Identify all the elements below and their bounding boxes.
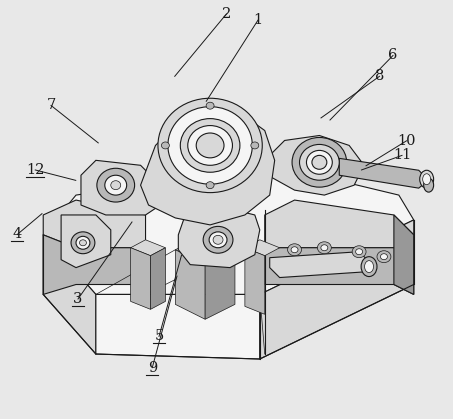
Ellipse shape — [161, 142, 169, 149]
Ellipse shape — [71, 232, 95, 254]
Ellipse shape — [203, 226, 233, 253]
Text: 5: 5 — [154, 329, 164, 344]
Ellipse shape — [97, 168, 135, 202]
Polygon shape — [61, 215, 111, 268]
Ellipse shape — [321, 245, 328, 251]
Polygon shape — [205, 250, 235, 319]
Polygon shape — [140, 111, 275, 225]
Text: 8: 8 — [375, 69, 384, 83]
Ellipse shape — [180, 119, 240, 172]
Ellipse shape — [352, 246, 366, 258]
Polygon shape — [81, 160, 160, 215]
Ellipse shape — [356, 249, 362, 255]
Polygon shape — [265, 200, 414, 260]
Ellipse shape — [381, 254, 387, 260]
Polygon shape — [43, 165, 414, 295]
Ellipse shape — [292, 137, 347, 187]
Polygon shape — [270, 252, 369, 277]
Ellipse shape — [206, 102, 214, 109]
Polygon shape — [175, 250, 205, 319]
Polygon shape — [43, 235, 145, 295]
Ellipse shape — [420, 170, 434, 188]
Ellipse shape — [423, 174, 431, 185]
Polygon shape — [265, 248, 414, 295]
Ellipse shape — [312, 155, 327, 169]
Ellipse shape — [105, 175, 127, 195]
Text: 9: 9 — [148, 361, 157, 375]
Ellipse shape — [79, 240, 87, 246]
Polygon shape — [245, 248, 265, 314]
Text: 7: 7 — [46, 98, 56, 112]
Polygon shape — [175, 235, 235, 265]
Ellipse shape — [288, 244, 302, 256]
Polygon shape — [96, 295, 260, 359]
Polygon shape — [265, 135, 364, 195]
Polygon shape — [339, 158, 429, 188]
Polygon shape — [130, 240, 165, 256]
Ellipse shape — [213, 235, 223, 244]
Ellipse shape — [76, 236, 90, 249]
Polygon shape — [260, 220, 414, 359]
Ellipse shape — [318, 242, 331, 254]
Ellipse shape — [206, 182, 214, 189]
Text: 10: 10 — [397, 134, 416, 148]
Polygon shape — [178, 205, 260, 268]
Polygon shape — [245, 240, 280, 256]
Ellipse shape — [307, 150, 333, 174]
Ellipse shape — [158, 98, 262, 193]
Ellipse shape — [365, 261, 374, 273]
Ellipse shape — [251, 142, 259, 149]
Ellipse shape — [299, 145, 339, 180]
Ellipse shape — [209, 232, 227, 248]
Polygon shape — [43, 200, 145, 248]
Text: 12: 12 — [26, 163, 44, 177]
Ellipse shape — [111, 181, 120, 190]
Ellipse shape — [291, 247, 298, 253]
Text: 1: 1 — [253, 13, 263, 27]
Ellipse shape — [377, 251, 391, 263]
Ellipse shape — [424, 178, 434, 192]
Polygon shape — [130, 248, 150, 309]
Ellipse shape — [361, 257, 377, 277]
Text: 6: 6 — [388, 49, 398, 62]
Text: 3: 3 — [73, 292, 83, 306]
Text: 4: 4 — [13, 228, 22, 241]
Ellipse shape — [196, 133, 224, 158]
Text: 11: 11 — [393, 148, 411, 163]
Polygon shape — [43, 235, 96, 354]
Polygon shape — [150, 248, 165, 309]
Polygon shape — [394, 215, 414, 295]
Ellipse shape — [188, 126, 232, 165]
Ellipse shape — [168, 107, 252, 184]
Text: 2: 2 — [222, 7, 231, 21]
